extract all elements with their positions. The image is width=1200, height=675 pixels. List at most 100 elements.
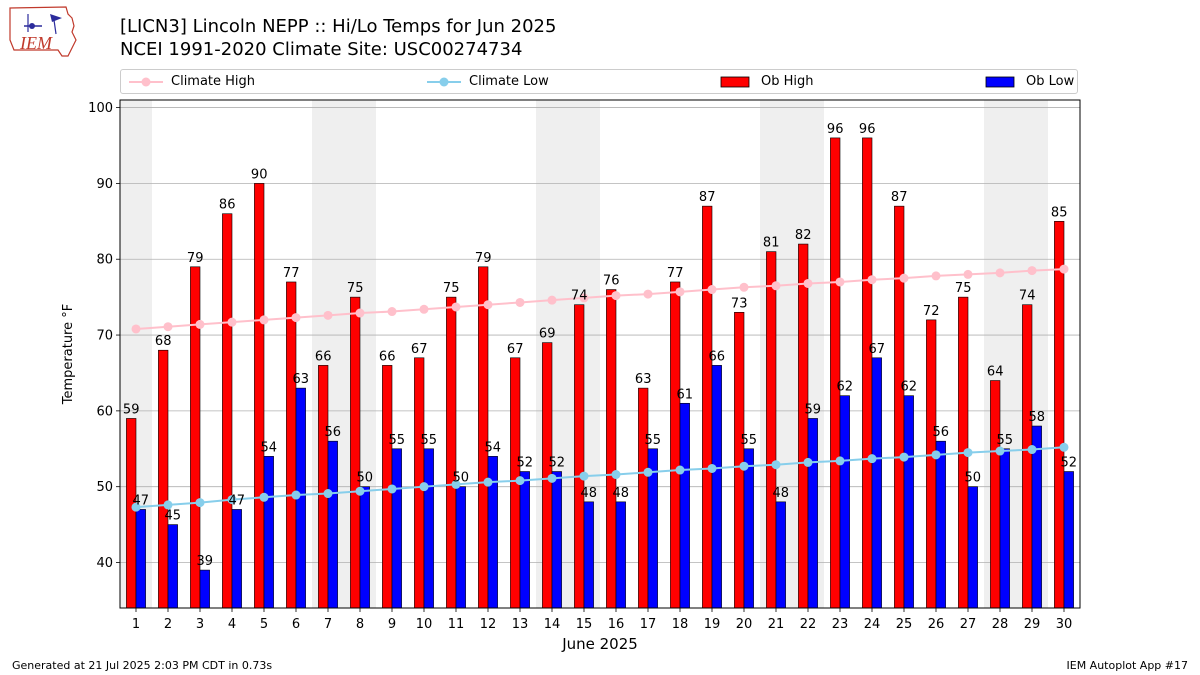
bar-ob-high [926, 319, 937, 609]
point-climate-low [1027, 445, 1037, 455]
point-climate-high [771, 281, 781, 291]
data-label-ob-low: 45 [165, 509, 182, 524]
data-label-ob-high: 77 [283, 266, 300, 281]
x-axis-label: June 2025 [561, 635, 638, 653]
bar-ob-low [359, 486, 370, 609]
bar-ob-high [702, 205, 713, 609]
point-climate-low [227, 495, 237, 505]
x-tick-label: 29 [1024, 617, 1041, 632]
x-tick-label: 18 [672, 617, 689, 632]
data-label-ob-low: 55 [741, 433, 758, 448]
x-tick-label: 8 [356, 617, 364, 632]
data-label-ob-high: 96 [859, 122, 876, 137]
bar-ob-high [798, 243, 809, 609]
bar-ob-high [1022, 304, 1033, 609]
data-label-ob-high: 74 [571, 289, 588, 304]
data-label-ob-low: 55 [421, 433, 438, 448]
bar-ob-high [1054, 221, 1065, 609]
x-tick-label: 22 [800, 617, 817, 632]
data-label-ob-low: 63 [293, 372, 310, 387]
bar-ob-low [455, 486, 466, 609]
climate-lines [131, 264, 1069, 512]
data-label-ob-high: 96 [827, 122, 844, 137]
legend-swatch-ob-high [720, 76, 750, 88]
point-climate-low [899, 452, 909, 462]
data-label-ob-high: 90 [251, 167, 268, 182]
legend-label: Ob High [761, 74, 814, 89]
point-climate-low [931, 450, 941, 460]
bar-ob-low [615, 501, 626, 609]
data-label-ob-high: 67 [411, 342, 428, 357]
data-label-ob-low: 47 [229, 493, 246, 508]
point-climate-low [803, 457, 813, 467]
x-tick-label: 2 [164, 617, 172, 632]
data-label-ob-high: 86 [219, 198, 236, 213]
data-label-ob-high: 79 [475, 251, 492, 266]
point-climate-low [451, 479, 461, 489]
y-tick-label: 50 [96, 480, 113, 495]
bar-ob-high [990, 380, 1001, 609]
legend-swatch-climate-high [129, 77, 163, 87]
bar-ob-high [158, 349, 169, 609]
footer-app: IEM Autoplot App #17 [1066, 659, 1189, 672]
x-tick-label: 13 [512, 617, 529, 632]
x-tick-label: 17 [640, 617, 657, 632]
bar-ob-low [999, 448, 1010, 609]
bar-ob-low [679, 402, 690, 609]
data-label-ob-high: 81 [763, 236, 780, 251]
data-label-ob-high: 64 [987, 365, 1004, 380]
point-climate-low [707, 463, 717, 473]
chart-subtitle: NCEI 1991-2020 Climate Site: USC00274734 [120, 39, 523, 60]
data-label-ob-low: 52 [1061, 456, 1078, 471]
point-climate-low [643, 467, 653, 477]
bar-ob-high [446, 296, 457, 609]
x-tick-label: 25 [896, 617, 913, 632]
plot-frame [119, 99, 1081, 609]
point-climate-high [643, 289, 653, 299]
bar-ob-low [1063, 471, 1074, 609]
iem-logo: IEM [9, 6, 77, 57]
x-tick-label: 21 [768, 617, 785, 632]
bar-ob-high [862, 137, 873, 609]
point-climate-high [259, 315, 269, 325]
data-label-ob-high: 63 [635, 372, 652, 387]
point-climate-high [739, 282, 749, 292]
bar-ob-high [478, 266, 489, 609]
point-climate-high [707, 285, 717, 295]
point-climate-high [803, 278, 813, 288]
point-climate-low [579, 471, 589, 481]
point-climate-high [899, 273, 909, 283]
point-climate-low [963, 448, 973, 458]
data-label-ob-low: 61 [677, 387, 694, 402]
point-climate-high [291, 313, 301, 323]
data-label-ob-high: 66 [315, 349, 332, 364]
point-climate-high [131, 324, 141, 334]
data-label-ob-low: 48 [773, 486, 790, 501]
data-label-ob-low: 47 [133, 493, 150, 508]
point-climate-low [483, 477, 493, 487]
point-climate-high [323, 310, 333, 320]
logo-text: IEM [19, 33, 53, 53]
point-climate-low [515, 476, 525, 486]
point-climate-low [195, 498, 205, 508]
x-tick-label: 3 [196, 617, 204, 632]
bar-ob-low [135, 509, 146, 609]
point-climate-high [355, 308, 365, 318]
data-label-ob-high: 69 [539, 327, 556, 342]
point-climate-high [579, 293, 589, 303]
data-label-ob-low: 52 [549, 456, 566, 471]
y-tick-label: 40 [96, 556, 113, 571]
bar-ob-low [391, 448, 402, 609]
bar-ob-high [638, 387, 649, 609]
x-tick-label: 20 [736, 617, 753, 632]
point-climate-low [675, 465, 685, 475]
point-climate-high [995, 268, 1005, 278]
legend-label: Ob Low [1026, 74, 1075, 89]
bar-ob-high [734, 311, 745, 609]
data-label-ob-low: 55 [389, 433, 406, 448]
bar-ob-low [807, 418, 818, 609]
point-climate-low [131, 502, 141, 512]
data-label-ob-low: 54 [261, 440, 278, 455]
point-climate-high [483, 300, 493, 310]
chart-title: [LICN3] Lincoln NEPP :: Hi/Lo Temps for … [120, 16, 557, 37]
